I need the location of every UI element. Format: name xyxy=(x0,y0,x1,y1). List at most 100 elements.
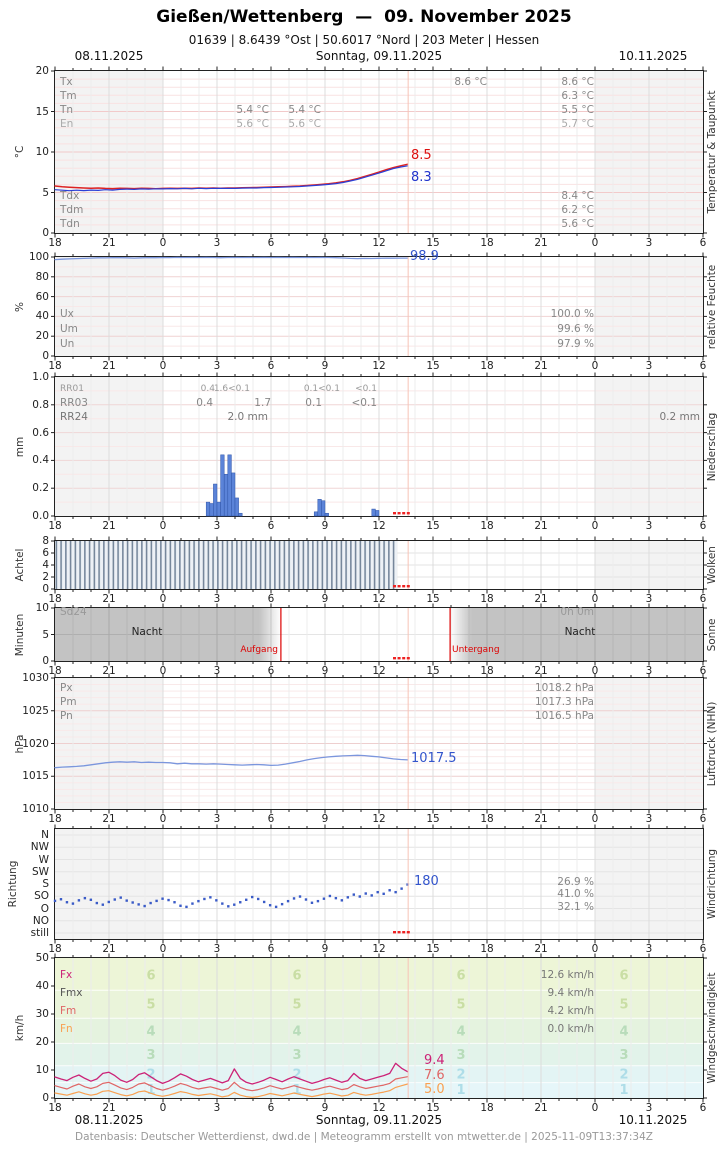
axis-unit-temperature: °C xyxy=(14,145,26,159)
x-tick-label: 3 xyxy=(213,665,221,677)
annotation: 5.0 xyxy=(424,1081,445,1097)
x-tick-label: 15 xyxy=(426,593,440,605)
svg-text:5: 5 xyxy=(456,998,465,1013)
x-tick-label: 21 xyxy=(102,593,116,605)
y-row-label: O xyxy=(40,902,49,915)
annotation: 5.6 °C xyxy=(561,218,594,231)
annotation: 99.6 % xyxy=(557,323,594,336)
x-tick-label: 0 xyxy=(591,520,599,532)
x-tick-label: 0 xyxy=(159,943,167,955)
x-tick-label: 21 xyxy=(534,813,548,825)
y-tick-label: 1025 xyxy=(22,704,49,717)
x-tick-label: 3 xyxy=(645,237,653,249)
x-tick-label: 18 xyxy=(48,360,62,372)
annotation: 8.4 °C xyxy=(561,190,594,203)
annotation: 8.3 xyxy=(411,169,432,185)
annotation: 0.0 km/h xyxy=(547,1023,594,1036)
annotation: RR01 xyxy=(60,384,84,395)
panel-humidity xyxy=(51,252,707,361)
x-tick-label: 21 xyxy=(102,813,116,825)
svg-text:6: 6 xyxy=(619,968,628,983)
x-tick-label: 6 xyxy=(267,943,275,955)
x-tick-label: 3 xyxy=(213,360,221,372)
y-tick-label: 10 xyxy=(35,602,49,614)
annotation: Fm xyxy=(60,1005,77,1018)
panel-precipitation xyxy=(51,372,707,521)
panel-label-humidity: relative Feuchte xyxy=(706,264,718,349)
x-tick-label: 6 xyxy=(699,943,707,955)
x-tick-label: 21 xyxy=(102,943,116,955)
x-tick-label: 3 xyxy=(645,665,653,677)
annotation: Tdm xyxy=(60,204,84,217)
x-tick-label: 6 xyxy=(267,1102,275,1114)
x-tick-label: 9 xyxy=(321,360,329,372)
panel-label-pressure: Luftdruck (NHN) xyxy=(706,701,718,786)
annotation: 97.9 % xyxy=(557,338,594,351)
annotation: Px xyxy=(60,682,73,695)
annotation: 5.6 °C xyxy=(236,118,269,131)
x-tick-label: 3 xyxy=(213,813,221,825)
annotation: 0.2 mm xyxy=(659,411,701,424)
x-tick-label: 21 xyxy=(102,1102,116,1114)
annotation: RR24 xyxy=(60,411,88,424)
x-tick-label: 15 xyxy=(426,943,440,955)
svg-text:4: 4 xyxy=(456,1024,465,1039)
x-tick-label: 3 xyxy=(645,520,653,532)
y-tick-label: 4 xyxy=(42,559,49,571)
x-tick-label: 0 xyxy=(591,943,599,955)
x-tick-label: 9 xyxy=(321,1102,329,1114)
svg-text:1: 1 xyxy=(456,1083,465,1098)
x-tick-label: 12 xyxy=(372,943,386,955)
y-tick-label: 50 xyxy=(35,952,49,964)
x-tick-label: 0 xyxy=(159,360,167,372)
annotation: 5.4 °C xyxy=(288,104,321,117)
annotation: 98.9 xyxy=(410,248,439,264)
y-tick-label: 2 xyxy=(42,571,49,583)
x-tick-label: 18 xyxy=(480,813,494,825)
x-tick-label: 15 xyxy=(426,237,440,249)
x-tick-label: 18 xyxy=(48,520,62,532)
y-tick-label: 30 xyxy=(35,1008,49,1020)
axis-unit-wind_direction: Richtung xyxy=(7,860,19,908)
svg-text:1: 1 xyxy=(292,1083,301,1098)
panel-wind_direction-chart xyxy=(53,824,704,944)
y-row-label: W xyxy=(38,853,49,866)
x-tick-label: 0 xyxy=(159,1102,167,1114)
x-tick-label: 18 xyxy=(480,665,494,677)
panel-clouds xyxy=(51,536,707,594)
svg-text:3: 3 xyxy=(146,1048,155,1063)
y-tick-label: 20 xyxy=(35,1036,49,1048)
annotation: En xyxy=(60,118,74,131)
annotation: Aufgang xyxy=(240,645,278,656)
annotation: 0.1 xyxy=(305,397,322,410)
x-tick-label: 15 xyxy=(426,665,440,677)
svg-text:5: 5 xyxy=(292,998,301,1013)
y-tick-label: 0 xyxy=(42,1092,49,1104)
x-tick-label: 21 xyxy=(102,665,116,677)
y-tick-label: 0 xyxy=(42,227,49,239)
annotation: 8.6 °C xyxy=(561,76,594,89)
x-tick-label: 9 xyxy=(321,813,329,825)
svg-text:4: 4 xyxy=(619,1024,628,1039)
panel-label-wind_direction: Windrichtung xyxy=(706,848,718,920)
date-right-bottom: 10.11.2025 xyxy=(618,1113,688,1127)
x-tick-label: 21 xyxy=(534,593,548,605)
annotation: 0h 0m xyxy=(560,606,594,619)
y-row-label: SW xyxy=(31,865,49,878)
x-tick-label: 6 xyxy=(267,593,275,605)
axis-unit-clouds: Achtel xyxy=(14,548,26,582)
axis-unit-precipitation: mm xyxy=(14,436,26,457)
panel-sun-chart xyxy=(51,603,707,666)
annotation: Pn xyxy=(60,710,73,723)
x-tick-label: 0 xyxy=(591,813,599,825)
annotation: 0.1<0.1 xyxy=(303,384,340,395)
x-tick-label: 3 xyxy=(213,1102,221,1114)
x-tick-label: 18 xyxy=(48,237,62,249)
x-tick-label: 6 xyxy=(699,237,707,249)
y-tick-label: 0.4 xyxy=(32,454,49,467)
x-tick-label: 18 xyxy=(48,1102,62,1114)
y-tick-label: 0.2 xyxy=(32,482,49,495)
annotation: Untergang xyxy=(452,645,500,656)
